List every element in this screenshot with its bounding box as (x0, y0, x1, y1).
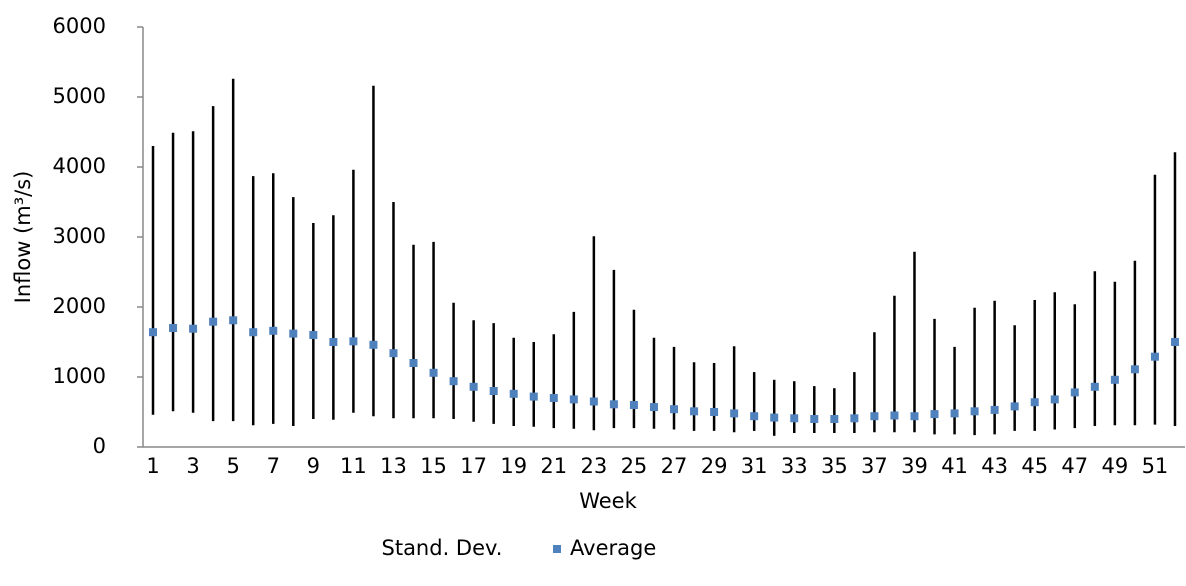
average-marker (790, 414, 799, 423)
x-tick-label: 13 (380, 454, 407, 478)
average-marker (910, 412, 919, 421)
average-marker (990, 405, 999, 414)
average-marker (649, 403, 658, 412)
average-marker (770, 413, 779, 422)
y-tick-label: 5000 (53, 84, 106, 108)
x-tick-label: 1 (146, 454, 159, 478)
x-tick-label: 7 (267, 454, 280, 478)
average-marker (1010, 402, 1019, 411)
average-marker (629, 401, 638, 409)
average-marker (710, 408, 719, 416)
average-marker (670, 405, 679, 414)
average-marker (569, 395, 578, 404)
average-marker (489, 387, 498, 395)
x-tick-label: 17 (460, 454, 487, 478)
average-marker (589, 397, 598, 406)
x-tick-label: 23 (580, 454, 607, 478)
legend-label: Average (570, 536, 656, 560)
average-marker (209, 317, 218, 326)
average-marker (429, 368, 438, 377)
average-marker (269, 326, 278, 335)
legend-marker (553, 545, 561, 553)
x-tick-label: 35 (821, 454, 848, 478)
x-tick-label: 47 (1061, 454, 1088, 478)
average-marker (1090, 382, 1099, 391)
average-marker (469, 382, 478, 391)
average-marker (830, 415, 839, 423)
average-marker (369, 340, 378, 349)
average-marker (1030, 398, 1039, 407)
x-tick-label: 43 (981, 454, 1008, 478)
x-tick-label: 45 (1021, 454, 1048, 478)
x-tick-label: 29 (701, 454, 728, 478)
x-tick-label: 11 (340, 454, 367, 478)
average-marker (1110, 375, 1119, 384)
y-tick-label: 4000 (53, 154, 106, 178)
y-tick-label: 6000 (53, 14, 106, 38)
average-marker (930, 410, 939, 419)
y-tick-label: 1000 (53, 364, 106, 388)
x-tick-label: 21 (540, 454, 567, 478)
x-tick-label: 31 (741, 454, 768, 478)
average-marker (1130, 365, 1139, 374)
x-tick-label: 5 (226, 454, 239, 478)
average-marker (349, 337, 358, 346)
x-tick-label: 9 (307, 454, 320, 478)
average-marker (850, 414, 859, 423)
average-marker (149, 328, 158, 337)
average-marker (609, 400, 618, 409)
average-marker (249, 328, 258, 337)
average-marker (329, 338, 338, 346)
y-tick-label: 0 (93, 434, 106, 458)
legend-label: Stand. Dev. (382, 536, 503, 560)
average-marker (449, 377, 458, 386)
average-marker (169, 324, 178, 332)
average-marker (890, 411, 899, 420)
average-marker (389, 349, 398, 358)
x-tick-label: 37 (861, 454, 888, 478)
average-marker (950, 409, 959, 418)
average-marker (1150, 352, 1159, 361)
average-marker (730, 409, 739, 418)
x-tick-label: 33 (781, 454, 808, 478)
average-marker (509, 389, 518, 398)
average-marker (409, 359, 418, 367)
x-tick-label: 25 (621, 454, 648, 478)
x-axis-title: Week (579, 489, 637, 513)
x-tick-label: 15 (420, 454, 447, 478)
average-marker (529, 392, 538, 401)
average-marker (870, 412, 879, 421)
average-marker (810, 415, 819, 423)
average-marker (289, 329, 298, 338)
y-axis-title: Inflow (m³/s) (11, 171, 35, 304)
x-tick-label: 39 (901, 454, 928, 478)
average-marker (309, 331, 318, 339)
x-tick-label: 27 (661, 454, 688, 478)
average-marker (1050, 395, 1059, 404)
average-marker (549, 394, 558, 402)
average-marker (1170, 338, 1179, 346)
average-marker (1070, 388, 1079, 397)
y-tick-label: 3000 (53, 224, 106, 248)
average-marker (690, 407, 699, 416)
y-tick-label: 2000 (53, 294, 106, 318)
x-tick-label: 49 (1101, 454, 1128, 478)
average-marker (750, 412, 759, 421)
x-tick-label: 51 (1142, 454, 1169, 478)
average-marker (189, 324, 198, 333)
x-tick-label: 19 (500, 454, 527, 478)
average-marker (970, 407, 979, 416)
x-tick-label: 3 (186, 454, 199, 478)
average-marker (229, 316, 238, 325)
x-tick-label: 41 (941, 454, 968, 478)
